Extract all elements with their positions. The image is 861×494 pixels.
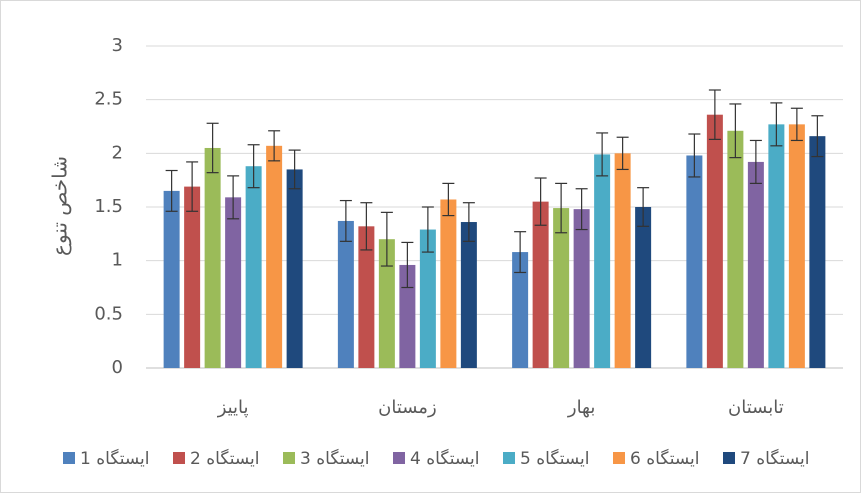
error-bar xyxy=(186,161,199,212)
error-bars xyxy=(165,89,824,289)
error-bar xyxy=(401,241,414,289)
error-bar xyxy=(514,231,527,274)
legend-item: ایستگاه 2 xyxy=(173,448,259,469)
legend-item: ایستگاه 5 xyxy=(503,448,589,469)
y-tick-label: 1.5 xyxy=(94,196,123,217)
error-bar xyxy=(165,169,178,212)
legend-label: ایستگاه 3 xyxy=(300,448,369,469)
legend-label: ایستگاه 1 xyxy=(80,448,149,469)
bar xyxy=(532,201,549,368)
x-category-label: تابستان xyxy=(728,397,784,418)
error-bar xyxy=(421,206,434,253)
legend-item: ایستگاه 6 xyxy=(613,448,699,469)
error-bar xyxy=(339,199,352,242)
bar xyxy=(399,264,416,368)
bar xyxy=(419,229,436,368)
bar xyxy=(614,153,631,368)
y-tick-label: 0 xyxy=(112,357,123,378)
bar xyxy=(573,209,590,368)
y-tick-label: 1 xyxy=(112,250,123,271)
error-bar xyxy=(360,202,373,251)
y-tick-label: 2.5 xyxy=(94,89,123,110)
legend-label: ایستگاه 2 xyxy=(190,448,259,469)
legend-label: ایستگاه 6 xyxy=(630,448,699,469)
bar xyxy=(809,136,826,368)
x-axis-categories: پاییز زمستان بهار تابستان xyxy=(217,397,784,418)
legend-item: ایستگاه 1 xyxy=(63,448,149,469)
bar xyxy=(553,208,570,368)
legend-label: ایستگاه 5 xyxy=(520,448,589,469)
error-bar xyxy=(688,133,701,178)
legend: ایستگاه 1 ایستگاه 2 ایستگاه 3 ایستگاه 4 ایست… xyxy=(63,448,809,469)
bar xyxy=(286,169,303,368)
error-bar xyxy=(596,132,609,177)
bar xyxy=(225,197,242,368)
bar xyxy=(768,124,785,368)
legend-swatch xyxy=(283,452,295,464)
bar xyxy=(337,220,354,368)
bar xyxy=(204,147,221,368)
legend-swatch xyxy=(173,452,185,464)
legend-swatch xyxy=(723,452,735,464)
error-bar xyxy=(268,130,281,162)
error-bar xyxy=(534,177,547,226)
legend-label: ایستگاه 7 xyxy=(740,448,809,469)
legend-label: ایستگاه 4 xyxy=(410,448,479,469)
y-tick-label: 3 xyxy=(112,35,123,56)
error-bar xyxy=(637,187,650,227)
error-bar xyxy=(555,182,568,234)
bar xyxy=(358,226,375,368)
bar xyxy=(747,161,764,368)
bar xyxy=(512,252,529,368)
bar xyxy=(706,114,723,369)
legend-swatch xyxy=(503,452,515,464)
legend-item: ایستگاه 4 xyxy=(393,448,479,469)
bar xyxy=(440,199,457,368)
gridlines xyxy=(146,45,843,369)
bar xyxy=(460,222,477,368)
error-bar xyxy=(616,136,629,171)
error-bar xyxy=(575,188,588,231)
bar xyxy=(163,190,180,368)
error-bar xyxy=(770,102,783,147)
error-bar xyxy=(206,122,219,174)
error-bar xyxy=(380,211,393,267)
x-category-label: زمستان xyxy=(378,397,437,418)
error-bar xyxy=(247,144,260,189)
y-axis-ticks: 0 0.5 1 1.5 2 2.5 3 xyxy=(94,35,123,378)
error-bar xyxy=(227,175,240,220)
legend-swatch xyxy=(393,452,405,464)
error-bar xyxy=(462,202,475,242)
x-category-label: بهار xyxy=(567,397,595,418)
y-axis-label: شاخص تنوع xyxy=(48,156,72,256)
error-bar xyxy=(811,115,824,158)
bar xyxy=(378,239,395,368)
error-bar xyxy=(288,149,301,190)
bar xyxy=(245,166,262,368)
legend-swatch xyxy=(613,452,625,464)
legend-item: ایستگاه 7 xyxy=(723,448,809,469)
bar xyxy=(635,207,652,368)
bar xyxy=(594,154,611,368)
legend-item: ایستگاه 3 xyxy=(283,448,369,469)
bar xyxy=(266,145,283,368)
y-tick-label: 2 xyxy=(112,142,123,163)
bars xyxy=(163,114,826,369)
bar xyxy=(686,155,703,368)
bar xyxy=(788,124,805,368)
bar xyxy=(184,186,201,368)
legend-swatch xyxy=(63,452,75,464)
y-tick-label: 0.5 xyxy=(94,303,123,324)
error-bar xyxy=(708,89,721,140)
error-bar xyxy=(790,107,803,142)
bar xyxy=(727,130,744,368)
error-bar xyxy=(749,139,762,184)
error-bar xyxy=(442,182,455,217)
x-category-label: پاییز xyxy=(217,397,249,418)
error-bar xyxy=(729,103,742,159)
